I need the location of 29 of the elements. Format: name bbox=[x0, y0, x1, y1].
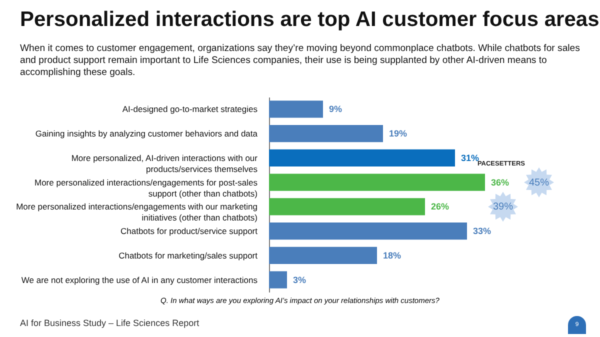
data-label: 18% bbox=[383, 250, 402, 260]
bar bbox=[269, 174, 485, 191]
y-tick-label: More personalized, AI-driven interactions with our products/services themselves bbox=[71, 152, 258, 174]
y-tick-label: Chatbots for product/service support bbox=[120, 226, 258, 236]
data-label: 45% bbox=[528, 177, 550, 188]
data-label: 39% bbox=[492, 202, 514, 213]
bar bbox=[269, 125, 383, 142]
y-tick-label: AI-designed go-to-market strategies bbox=[122, 104, 258, 114]
y-tick-label: We are not exploring the use of AI in any customer interactions bbox=[21, 274, 258, 285]
data-label: 19% bbox=[389, 128, 408, 139]
bar bbox=[269, 271, 287, 288]
data-label: 26% bbox=[431, 202, 450, 212]
y-tick-label: More personalized interactions/engagements for post-sales support (other than chatbots) bbox=[34, 177, 258, 198]
bar bbox=[269, 149, 455, 166]
data-label: 3% bbox=[293, 274, 306, 285]
bar bbox=[269, 222, 467, 240]
y-tick-label: Chatbots for marketing/sales support bbox=[118, 250, 258, 260]
chart-subtitle: When it comes to customer engagement, organizations say they’re moving beyond commonplace chatbots. While chatbots for sales and product support remain important to Life Sciences companies, their use is being supplanted by other AI-driven means to accomplishing these goals. bbox=[20, 43, 581, 79]
y-tick-label: Gaining insights by analyzing customer behaviors and data bbox=[35, 128, 258, 139]
bar bbox=[269, 246, 377, 264]
data-label: 9% bbox=[329, 104, 342, 114]
data-label: 33% bbox=[473, 226, 492, 236]
data-label: 36% bbox=[491, 177, 510, 188]
chart-title: Personalized interactions are top AI customer focus areas bbox=[20, 8, 600, 32]
data-label: 31% bbox=[461, 152, 480, 163]
bar bbox=[269, 100, 323, 118]
y-tick-label: More personalized interactions/engagements with our marketing initiatives (other than chatbots) bbox=[16, 202, 258, 223]
bar bbox=[269, 198, 425, 216]
text: AI for Business Study – Life Sciences Report bbox=[20, 318, 200, 328]
